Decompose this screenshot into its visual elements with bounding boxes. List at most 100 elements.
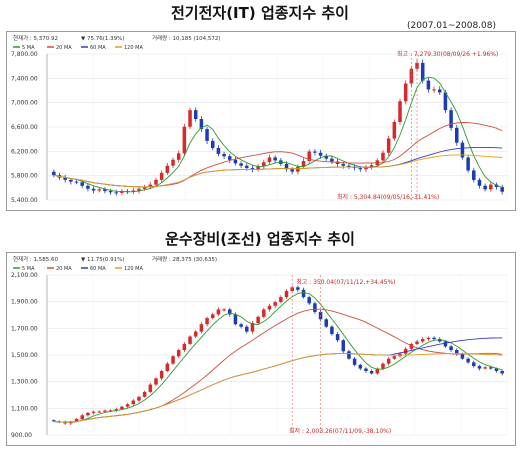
candle-body — [137, 188, 141, 191]
candle-body — [176, 153, 181, 160]
candle-body — [239, 324, 243, 327]
ma120-line — [53, 353, 503, 423]
y-tick-label: 1,300.00 — [11, 379, 38, 386]
candle-body — [301, 289, 306, 298]
candle-body — [97, 411, 101, 413]
candle-body — [80, 415, 84, 419]
candle-body — [279, 297, 283, 303]
ma20-line — [53, 122, 503, 188]
candle-body — [171, 159, 175, 166]
candle-body — [324, 155, 328, 159]
candle-body — [284, 163, 289, 170]
candle-body — [347, 165, 351, 167]
candle-body — [171, 356, 175, 364]
candle-body — [290, 287, 294, 291]
candle-body — [420, 339, 425, 342]
candle-body — [159, 172, 164, 180]
candle-body — [245, 165, 249, 169]
candle-body — [432, 89, 436, 91]
chart2-svg: 현재가 : 1,585.60 ▼ 11.75(0.91%) 거래량 : 28,375… — [11, 255, 508, 439]
candle-body — [369, 165, 374, 168]
candle-body — [120, 191, 124, 193]
legend-label: 60 MA — [90, 266, 106, 272]
candle-body — [415, 62, 419, 69]
candle-body — [210, 314, 215, 319]
candle-body — [455, 350, 459, 354]
candle-body — [52, 420, 56, 422]
candle-body — [228, 309, 232, 315]
candle-body — [364, 167, 368, 170]
legend-label: 5 MA — [22, 45, 35, 51]
candle-body — [86, 185, 90, 189]
candle-body — [483, 367, 487, 369]
candle-body — [205, 318, 209, 325]
candle-body — [409, 68, 414, 84]
candle-body — [114, 192, 119, 194]
candle-body — [307, 151, 311, 161]
candle-body — [347, 351, 351, 359]
candle-body — [228, 156, 232, 160]
candle-body — [176, 350, 181, 357]
candle-body — [120, 406, 124, 410]
candle-body — [239, 163, 243, 166]
candle-body — [494, 184, 499, 187]
candle-body — [108, 191, 113, 193]
candle-body — [74, 181, 79, 183]
candle-body — [284, 291, 289, 298]
candle-body — [449, 110, 453, 128]
candle-body — [114, 409, 119, 411]
y-tick-label: 7,800.00 — [11, 51, 38, 58]
candle-body — [256, 166, 260, 170]
candle-body — [307, 297, 311, 304]
candle-body — [415, 341, 419, 344]
candle-body — [341, 340, 346, 352]
candle-body — [103, 189, 107, 192]
y-tick-label: 6,600.00 — [11, 124, 38, 131]
change-readout: ▼ 75.76(1.39%) — [81, 36, 125, 42]
ma60-line — [53, 147, 503, 188]
candle-body — [188, 110, 192, 127]
candle-body — [222, 153, 226, 157]
price-readout: 현재가 : 1,585.60 — [13, 255, 59, 263]
candle-body — [437, 339, 442, 342]
candle-body — [392, 121, 397, 139]
legend-label: 120 MA — [124, 45, 143, 51]
candle-body — [296, 287, 300, 290]
high-annotation: 최고 : 350.04(07/11/12,+34.45%) — [296, 278, 395, 286]
y-tick-label: 7,000.00 — [11, 100, 38, 107]
candle-body — [301, 160, 306, 167]
volume-readout: 거래량 : 10,185 (104,572) — [152, 34, 221, 42]
candle-body — [318, 152, 323, 156]
candle-body — [91, 411, 96, 413]
y-tick-label: 1,100.00 — [11, 405, 38, 412]
candle-body — [148, 184, 153, 187]
y-tick-label: 6,200.00 — [11, 148, 38, 155]
candle-body — [455, 127, 459, 143]
chart1-period: (2007.01~2008.08) — [407, 21, 496, 31]
ma20-line — [53, 308, 503, 423]
candle-body — [216, 147, 221, 154]
candle-body — [233, 314, 238, 325]
candle-body — [125, 404, 130, 407]
candle-body — [262, 309, 266, 317]
candle-body — [80, 182, 84, 186]
candle-body — [477, 179, 482, 186]
chart2-panel: 현재가 : 1,585.60 ▼ 11.75(0.91%) 거래량 : 28,375… — [6, 252, 516, 446]
candle-body — [313, 303, 317, 312]
chart1-title: 전기전자(IT) 업종지수 추이 — [171, 4, 349, 22]
chart1-svg: 현재가 : 5,370.92 ▼ 75.76(1.39%) 거래량 : 10,185… — [11, 34, 508, 204]
candle-body — [290, 169, 294, 172]
ma120-line — [53, 154, 503, 188]
candle-body — [460, 142, 465, 158]
legend-label: 120 MA — [124, 266, 143, 272]
candle-body — [193, 110, 198, 120]
candle-body — [131, 190, 136, 192]
high-annotation: 최고 : 7,279.30(08/09/26 +1.96%) — [397, 50, 498, 58]
chart2-title: 운수장비(조선) 업종지수 추이 — [165, 230, 355, 248]
candle-body — [341, 163, 346, 166]
candle-body — [324, 319, 328, 327]
candle-body — [273, 302, 277, 306]
candle-body — [398, 101, 402, 122]
candle-body — [182, 126, 187, 154]
candle-body — [409, 343, 414, 349]
